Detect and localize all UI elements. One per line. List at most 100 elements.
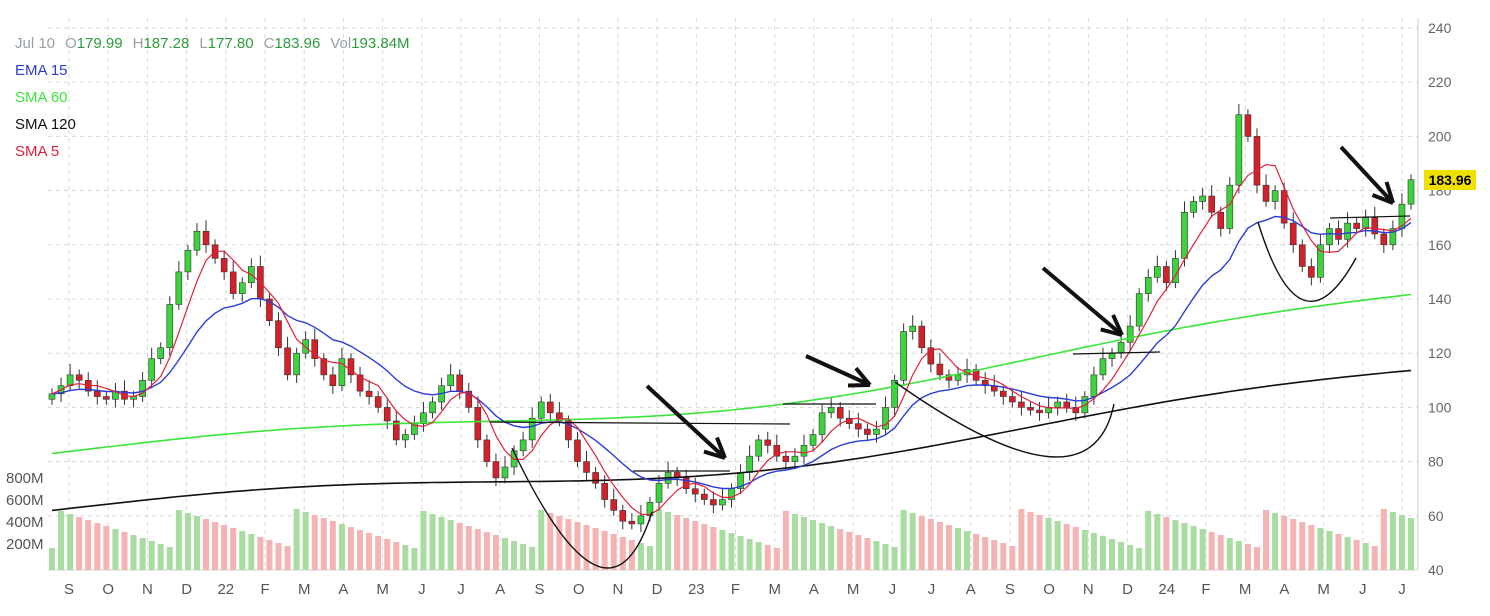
x-tick-label: O <box>573 581 585 598</box>
close-value: 183.96 <box>274 35 321 52</box>
candle <box>1280 190 1288 224</box>
ema15-line <box>51 215 1412 490</box>
candle <box>628 520 636 525</box>
legend-sma120[interactable]: SMA 120 <box>15 116 76 133</box>
annotation-arrow <box>645 384 727 460</box>
candle <box>238 282 246 294</box>
volume-bar <box>420 511 427 570</box>
volume-bar <box>284 546 291 570</box>
x-tick-label: D <box>652 581 663 598</box>
candle <box>800 445 808 457</box>
x-tick-label: M <box>376 581 389 598</box>
volume-bar <box>1253 547 1260 570</box>
candle <box>275 320 282 349</box>
x-tick-label: M <box>1239 581 1252 598</box>
volume-bar <box>293 509 300 570</box>
open-label: O <box>65 35 77 52</box>
candle <box>891 379 898 408</box>
volume-bar <box>121 532 128 570</box>
candle <box>1326 228 1333 246</box>
candle <box>66 374 74 387</box>
candle <box>1117 342 1125 354</box>
volume-bar <box>447 520 454 570</box>
volume-bar <box>547 513 554 570</box>
candle <box>1018 401 1025 408</box>
candle <box>311 339 319 359</box>
candle <box>1407 179 1415 205</box>
candle <box>1036 409 1043 414</box>
x-tick-label: S <box>64 581 74 598</box>
volume-bar <box>1263 510 1270 570</box>
volume-bar <box>837 529 844 570</box>
volume-bar <box>1344 537 1351 570</box>
volume-bar <box>610 534 617 570</box>
chart-legend: Jul 10 O179.99 H187.28 L177.80 C183.96 V… <box>15 30 410 165</box>
volume-bar <box>230 528 237 570</box>
candle <box>836 407 844 419</box>
volume-bar <box>112 529 119 570</box>
volume-bar <box>864 538 871 570</box>
volume-bar <box>49 548 55 570</box>
x-tick-label: M <box>1317 581 1330 598</box>
cup-pattern-curve <box>1257 221 1357 302</box>
volume-bar <box>148 541 155 570</box>
volume-bar <box>565 519 572 570</box>
legend-ema15[interactable]: EMA 15 <box>15 62 68 79</box>
volume-bar <box>1326 531 1333 570</box>
volume-bar <box>692 521 699 570</box>
candle <box>1090 374 1098 397</box>
volume-bar <box>402 545 409 570</box>
volume-bar <box>94 523 101 570</box>
volume-bar <box>936 522 943 570</box>
volume-bar <box>909 513 916 570</box>
candle <box>347 358 355 376</box>
resistance-line <box>1072 351 1161 355</box>
candle <box>1217 211 1225 229</box>
y-tick-label: 60 <box>1428 508 1444 524</box>
candle <box>755 439 762 457</box>
candle <box>537 401 545 419</box>
candle <box>1271 190 1279 202</box>
candle <box>75 374 83 381</box>
volume-bar <box>357 530 364 570</box>
candle <box>610 499 618 511</box>
low-label: L <box>199 35 208 52</box>
volume-bar <box>248 534 255 570</box>
volume-bar <box>429 514 436 570</box>
candle <box>1226 184 1234 229</box>
candle <box>1308 266 1315 278</box>
volume-bar <box>782 511 789 570</box>
candle <box>383 407 391 422</box>
volume-bar <box>1090 533 1097 570</box>
x-tick-label: S <box>1005 581 1015 598</box>
y-tick-label: 100 <box>1428 399 1452 415</box>
volume-bar <box>474 529 481 570</box>
candle <box>184 249 192 273</box>
volume-bar <box>719 530 726 570</box>
legend-sma60[interactable]: SMA 60 <box>15 89 68 106</box>
candle <box>900 331 907 381</box>
volume-bar <box>701 524 708 570</box>
x-tick-label: N <box>1083 581 1094 598</box>
volume-bar <box>221 525 228 570</box>
candle <box>1289 222 1297 246</box>
volume-bar <box>184 513 191 570</box>
volume-bar <box>1408 518 1414 570</box>
volume-bar <box>1099 536 1106 570</box>
candle <box>1235 114 1243 186</box>
resistance-line <box>489 421 791 425</box>
legend-sma5[interactable]: SMA 5 <box>15 143 60 160</box>
candle <box>637 515 645 525</box>
candle <box>1344 222 1351 240</box>
volume-bar <box>927 519 934 570</box>
y-tick-label: 40 <box>1428 562 1444 578</box>
volume-bar <box>710 527 717 570</box>
candle <box>1262 184 1270 202</box>
candle <box>682 477 690 489</box>
candle <box>329 374 337 387</box>
cup-pattern-curve <box>894 381 1115 458</box>
candle <box>1027 407 1034 411</box>
volume-bar <box>193 516 200 570</box>
volume-bar <box>1000 543 1007 570</box>
